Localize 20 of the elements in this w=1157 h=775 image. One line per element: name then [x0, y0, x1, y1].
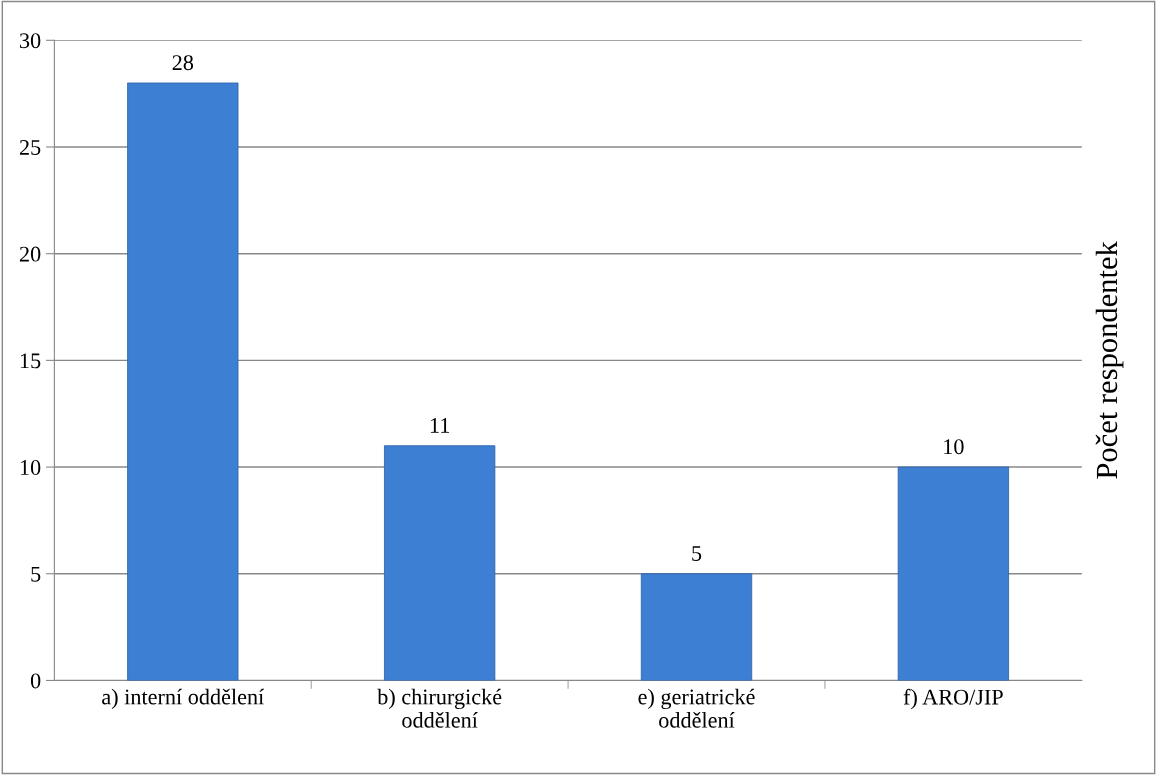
x-tick-label: b) chirurgické oddělení: [377, 688, 502, 728]
data-label: 5: [692, 546, 702, 561]
y-tick-label: 15: [20, 353, 41, 369]
data-label: 28: [172, 55, 194, 71]
data-label: 10: [944, 439, 964, 455]
bar: [640, 573, 753, 681]
y-axis-title: Počet respondentek: [1095, 241, 1124, 479]
x-tick-label: f) ARO/JIP: [903, 688, 1003, 710]
bar: [384, 445, 496, 681]
x-tick-label: e) geriatrické oddělení: [638, 688, 755, 728]
x-tick-label: a) interní oddělení: [102, 688, 265, 709]
y-tick-label: 30: [20, 33, 41, 49]
y-tick-label: 25: [19, 139, 41, 155]
data-label: 11: [430, 417, 450, 433]
y-tick-label: 5: [31, 566, 41, 582]
y-tick-label: 0: [30, 673, 41, 689]
bar: [127, 82, 239, 681]
y-tick-label: 10: [20, 460, 41, 475]
bar: [897, 466, 1010, 681]
y-tick-label: 20: [19, 246, 41, 262]
